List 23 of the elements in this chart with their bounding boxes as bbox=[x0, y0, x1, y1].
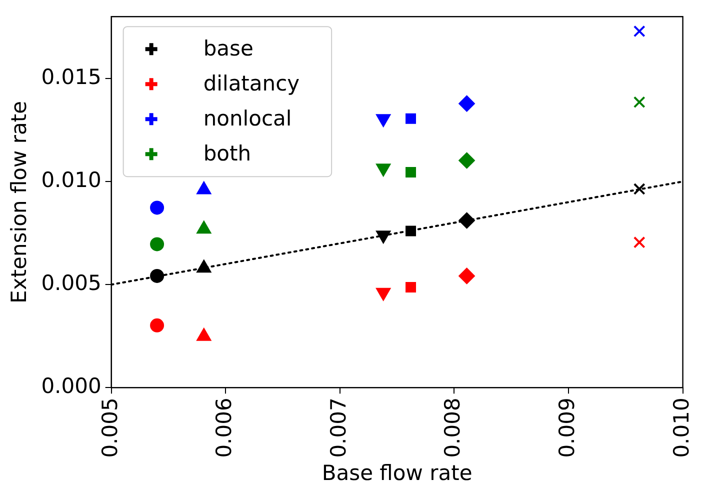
y-axis-title: Extension flow rate bbox=[7, 100, 32, 304]
point bbox=[633, 25, 646, 38]
x-tick-label: 0.006 bbox=[212, 398, 236, 458]
x-tick-label: 0.008 bbox=[440, 398, 465, 458]
y-tick-label: 0.015 bbox=[41, 64, 102, 89]
point bbox=[196, 260, 211, 273]
x-tick-label: 0.010 bbox=[669, 398, 694, 458]
point bbox=[150, 200, 164, 215]
y-tick-label: 0.000 bbox=[41, 374, 102, 398]
point bbox=[150, 318, 164, 332]
x-tick-label: 0.007 bbox=[326, 398, 350, 458]
x-axis-title: Base flow rate bbox=[322, 460, 472, 485]
point bbox=[196, 328, 211, 341]
legend-label: nonlocal bbox=[203, 106, 292, 131]
x-tick-label: 0.009 bbox=[554, 398, 579, 458]
legend-label: base bbox=[203, 36, 254, 61]
point bbox=[150, 237, 164, 252]
point bbox=[150, 268, 164, 283]
legend-label: both bbox=[203, 142, 252, 166]
y-tick-label: 0.010 bbox=[41, 168, 102, 192]
legend-label: dilatancy bbox=[203, 72, 300, 96]
point bbox=[196, 221, 211, 234]
y-tick-label: 0.005 bbox=[41, 271, 102, 296]
